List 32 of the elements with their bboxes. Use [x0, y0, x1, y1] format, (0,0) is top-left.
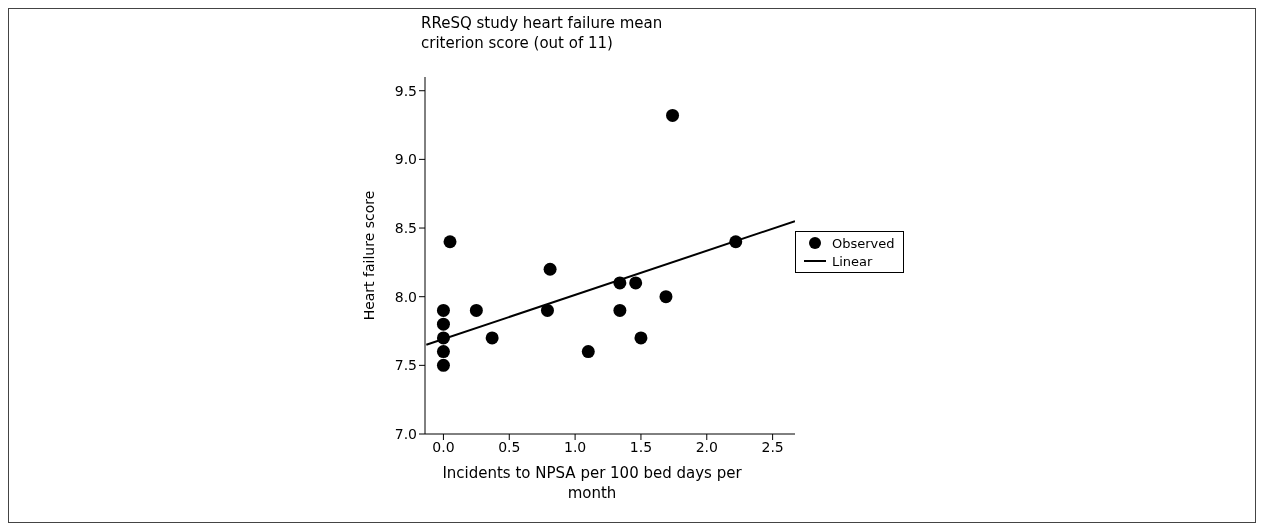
legend-label: Observed	[832, 235, 895, 251]
y-tick-label: 7.5	[394, 357, 417, 374]
y-tick-label: 8.0	[394, 288, 417, 305]
x-tick-label: 1.0	[563, 438, 587, 455]
y-tick-label: 9.5	[394, 82, 417, 99]
x-tick-label: 0.0	[432, 438, 455, 455]
y-axis-title: Heart failure score	[360, 190, 377, 321]
point	[634, 331, 648, 345]
y-tick-label: 8.5	[394, 220, 417, 237]
point	[540, 303, 554, 317]
point	[436, 317, 450, 331]
point	[443, 235, 457, 249]
point	[485, 331, 499, 345]
x-tick-label: 2.5	[761, 438, 784, 455]
point	[436, 345, 450, 359]
x-tick-label: 1.5	[629, 438, 653, 455]
point	[666, 108, 680, 122]
point	[469, 303, 483, 317]
y-tick-label: 9.0	[394, 151, 417, 168]
point	[659, 290, 673, 304]
y-tick-label: 7.0	[394, 425, 417, 442]
point	[613, 303, 627, 317]
legend-label: Linear	[832, 253, 873, 269]
x-tick-label: 0.5	[498, 438, 521, 455]
point	[629, 276, 643, 290]
point	[543, 262, 557, 276]
x-tick-label: 2.0	[695, 438, 718, 455]
x-axis-title: Incidents to NPSA per 100 bed days per month	[441, 463, 743, 503]
point	[581, 345, 595, 359]
point	[436, 303, 450, 317]
point	[436, 358, 450, 372]
chart-title: RReSQ study heart failure mean criterion score (out of 11)	[421, 13, 664, 53]
